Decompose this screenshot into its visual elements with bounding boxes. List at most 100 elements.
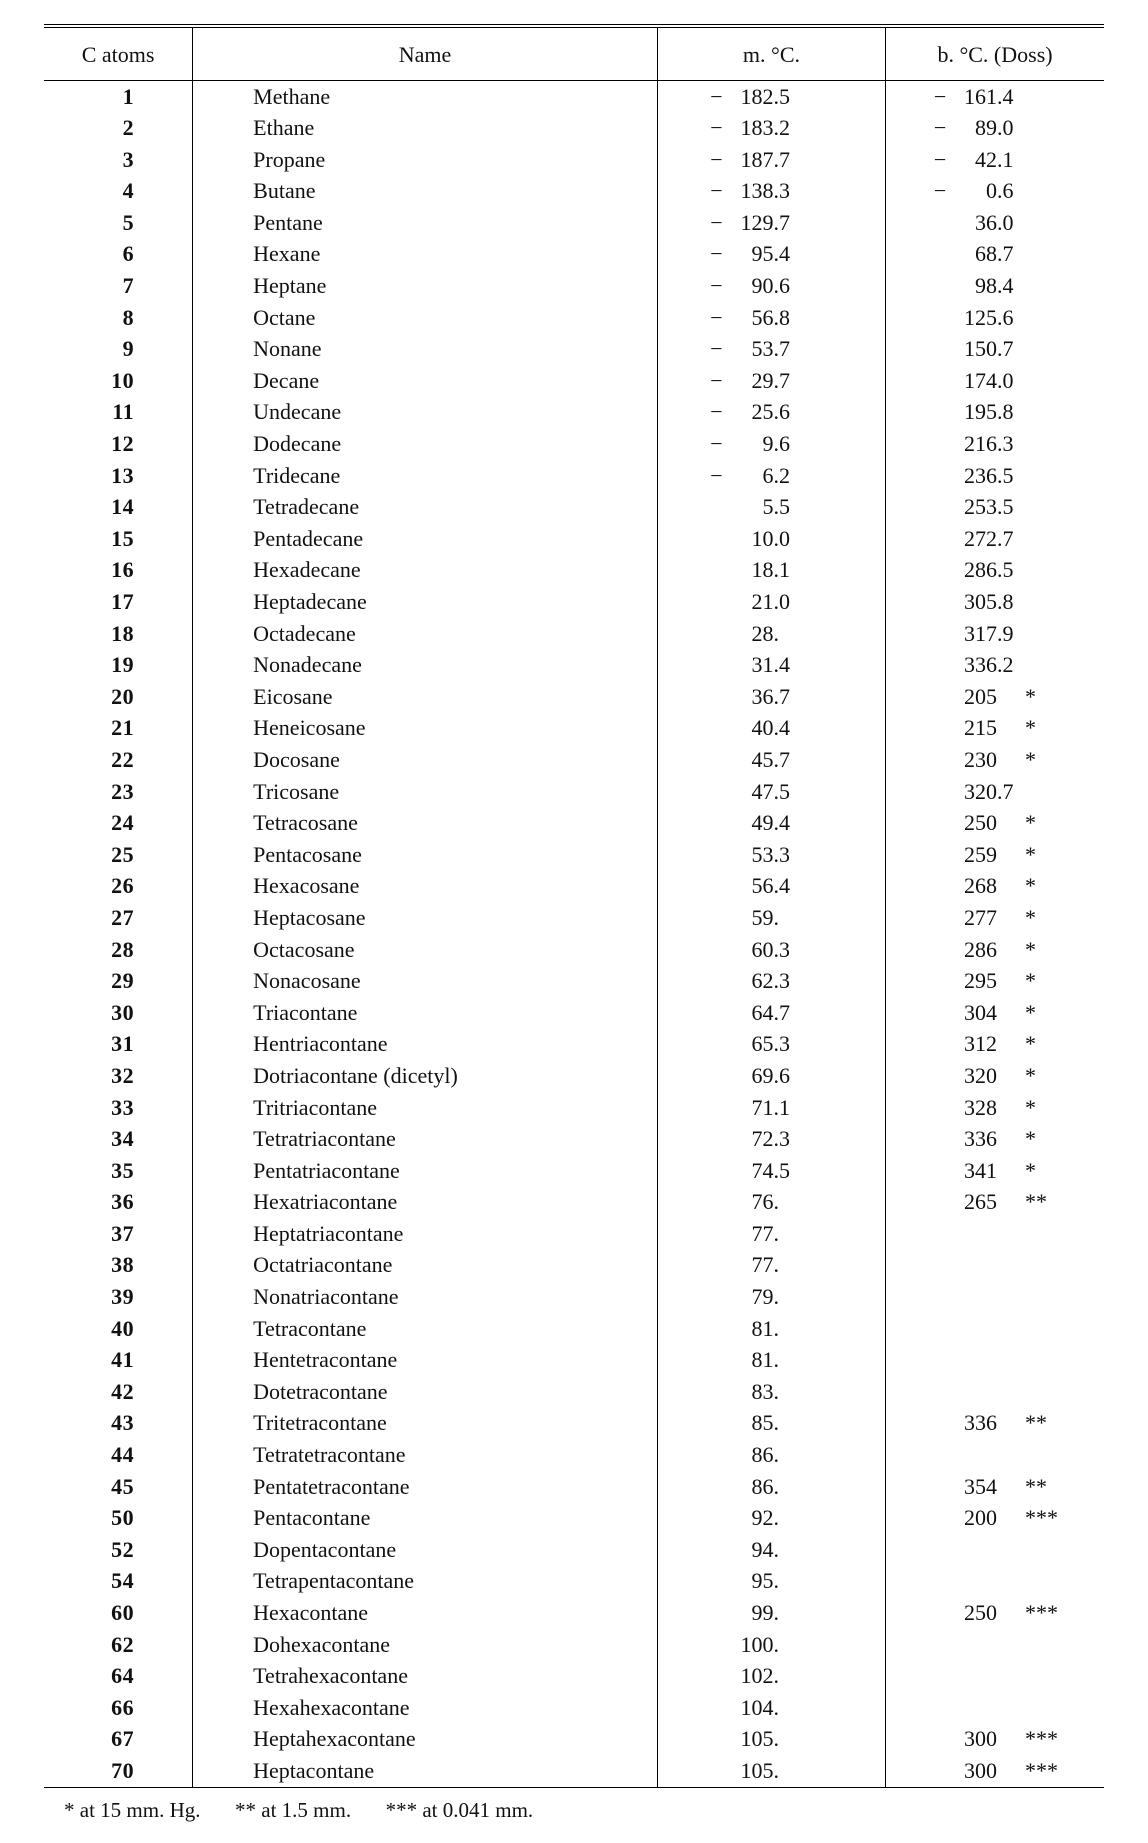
cell-boil: 250*** bbox=[886, 1598, 1104, 1630]
cell-c-atoms: 30 bbox=[44, 997, 193, 1029]
boil-int: 42 bbox=[951, 146, 997, 175]
melt-int: 53 bbox=[727, 841, 773, 870]
boil-note: * bbox=[1025, 809, 1061, 838]
table-row: 26Hexacosane56.4268* bbox=[44, 871, 1104, 903]
melt-int: 10 bbox=[727, 525, 773, 554]
table-body: 1Methane−182.5−161.42Ethane−183.2−89.03P… bbox=[44, 81, 1104, 1788]
cell-name: Dotriacontane (dicetyl) bbox=[193, 1060, 658, 1092]
cell-boil: 341* bbox=[886, 1155, 1104, 1187]
boil-dec: .5 bbox=[997, 556, 1025, 585]
cell-c-atoms: 9 bbox=[44, 334, 193, 366]
boil-dec: .0 bbox=[997, 367, 1025, 396]
boil-int: 336 bbox=[951, 1409, 997, 1438]
melt-sign: − bbox=[705, 177, 727, 206]
melt-dec: .7 bbox=[773, 335, 801, 364]
melt-dec: . bbox=[773, 620, 801, 649]
cell-c-atoms: 40 bbox=[44, 1313, 193, 1345]
cell-c-atoms: 6 bbox=[44, 239, 193, 271]
cell-melt: −53.7 bbox=[657, 334, 885, 366]
cell-c-atoms: 50 bbox=[44, 1503, 193, 1535]
melt-sign: − bbox=[705, 335, 727, 364]
cell-boil: 320.7 bbox=[886, 776, 1104, 808]
cell-boil: −161.4 bbox=[886, 81, 1104, 113]
cell-melt: 79. bbox=[657, 1282, 885, 1314]
table-row: 1Methane−182.5−161.4 bbox=[44, 81, 1104, 113]
melt-int: 31 bbox=[727, 651, 773, 680]
cell-melt: 18.1 bbox=[657, 555, 885, 587]
boil-dec: .6 bbox=[997, 304, 1025, 333]
cell-name: Docosane bbox=[193, 744, 658, 776]
cell-boil: 317.9 bbox=[886, 618, 1104, 650]
melt-int: 94 bbox=[727, 1536, 773, 1565]
boil-note: * bbox=[1025, 1125, 1061, 1154]
melt-int: 69 bbox=[727, 1062, 773, 1091]
cell-boil: 230 * bbox=[886, 744, 1104, 776]
melt-sign: − bbox=[705, 272, 727, 301]
melt-dec: . bbox=[773, 1504, 801, 1533]
cell-c-atoms: 36 bbox=[44, 1187, 193, 1219]
cell-boil: 320* bbox=[886, 1060, 1104, 1092]
cell-name: Nonacosane bbox=[193, 966, 658, 998]
melt-int: 49 bbox=[727, 809, 773, 838]
cell-c-atoms: 27 bbox=[44, 902, 193, 934]
cell-melt: 77. bbox=[657, 1218, 885, 1250]
boil-dec: .7 bbox=[997, 240, 1025, 269]
cell-boil: 354** bbox=[886, 1471, 1104, 1503]
cell-c-atoms: 17 bbox=[44, 587, 193, 619]
boil-int: 250 bbox=[951, 1599, 997, 1628]
melt-int: 86 bbox=[727, 1473, 773, 1502]
cell-melt: −9.6 bbox=[657, 429, 885, 461]
melt-int: 28 bbox=[727, 620, 773, 649]
cell-boil bbox=[886, 1250, 1104, 1282]
boil-int: 277 bbox=[951, 904, 997, 933]
melt-int: 53 bbox=[727, 335, 773, 364]
boil-note: * bbox=[1025, 936, 1061, 965]
melt-int: 72 bbox=[727, 1125, 773, 1154]
cell-name: Ethane bbox=[193, 113, 658, 145]
boil-int: 320 bbox=[951, 778, 997, 807]
cell-melt: 83. bbox=[657, 1376, 885, 1408]
cell-melt: 62.3 bbox=[657, 966, 885, 998]
cell-melt: 81. bbox=[657, 1313, 885, 1345]
melt-dec: .6 bbox=[773, 398, 801, 427]
cell-c-atoms: 32 bbox=[44, 1060, 193, 1092]
cell-melt: −56.8 bbox=[657, 302, 885, 334]
cell-name: Heptadecane bbox=[193, 587, 658, 619]
boil-note: * bbox=[1025, 841, 1061, 870]
boil-note: * bbox=[1025, 683, 1061, 712]
cell-name: Heptacontane bbox=[193, 1755, 658, 1787]
cell-name: Octacosane bbox=[193, 934, 658, 966]
cell-melt: 59. bbox=[657, 902, 885, 934]
cell-name: Tricosane bbox=[193, 776, 658, 808]
boil-int: 354 bbox=[951, 1473, 997, 1502]
boil-note: * bbox=[1025, 746, 1061, 775]
cell-c-atoms: 60 bbox=[44, 1598, 193, 1630]
cell-boil bbox=[886, 1282, 1104, 1314]
cell-boil bbox=[886, 1566, 1104, 1598]
cell-boil: 174.0 bbox=[886, 365, 1104, 397]
cell-name: Tetrapentacontane bbox=[193, 1566, 658, 1598]
boil-dec: .7 bbox=[997, 335, 1025, 364]
melt-int: 77 bbox=[727, 1251, 773, 1280]
melt-int: 81 bbox=[727, 1346, 773, 1375]
table-row: 7Heptane−90.698.4 bbox=[44, 271, 1104, 303]
cell-boil bbox=[886, 1534, 1104, 1566]
boil-int: 150 bbox=[951, 335, 997, 364]
col-header-c-atoms: C atoms bbox=[44, 26, 193, 81]
cell-name: Undecane bbox=[193, 397, 658, 429]
melt-dec: .5 bbox=[773, 83, 801, 112]
cell-melt: −129.7 bbox=[657, 207, 885, 239]
table-row: 41Hentetracontane81. bbox=[44, 1345, 1104, 1377]
cell-c-atoms: 12 bbox=[44, 429, 193, 461]
table-row: 43Tritetracontane85.336** bbox=[44, 1408, 1104, 1440]
footnote-double-star: ** at 1.5 mm. bbox=[235, 1798, 351, 1822]
cell-c-atoms: 42 bbox=[44, 1376, 193, 1408]
cell-boil bbox=[886, 1629, 1104, 1661]
melt-int: 36 bbox=[727, 683, 773, 712]
cell-boil: 236.5 bbox=[886, 460, 1104, 492]
cell-melt: 69.6 bbox=[657, 1060, 885, 1092]
boil-int: 230 bbox=[951, 746, 997, 775]
boil-int: 295 bbox=[951, 967, 997, 996]
boil-int: 341 bbox=[951, 1157, 997, 1186]
cell-c-atoms: 15 bbox=[44, 523, 193, 555]
